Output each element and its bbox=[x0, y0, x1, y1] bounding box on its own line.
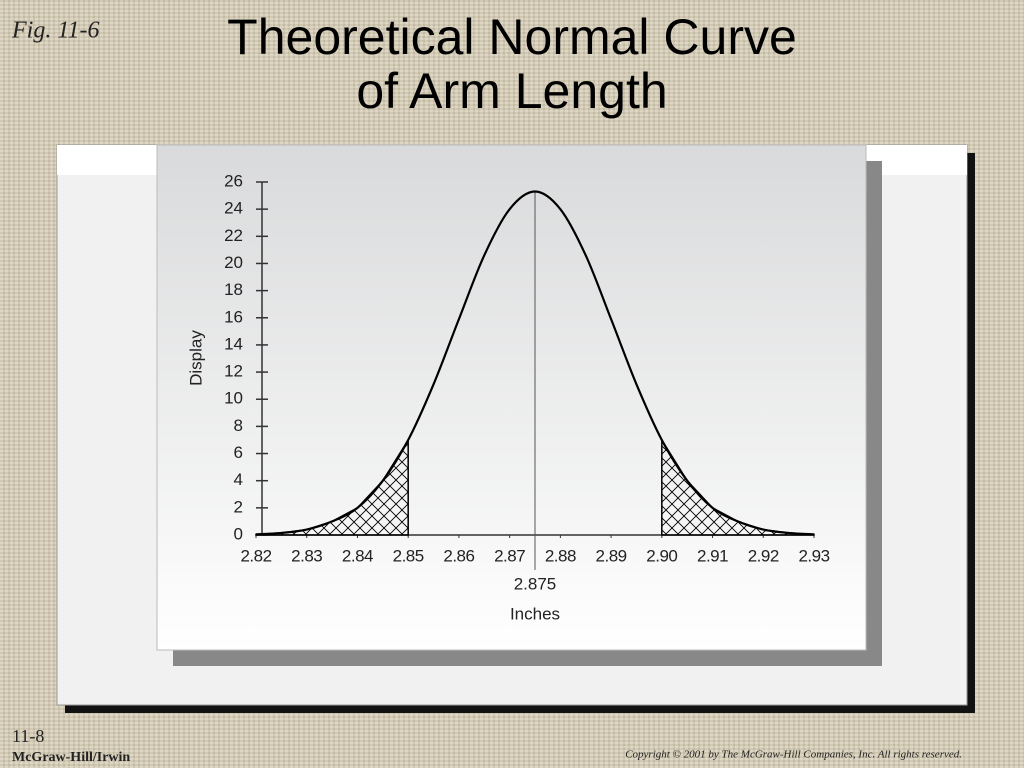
mean-label: 2.875 bbox=[514, 574, 557, 593]
y-tick-label: 22 bbox=[224, 226, 243, 245]
x-tick-label: 2.85 bbox=[393, 546, 424, 565]
y-tick-label: 6 bbox=[234, 443, 243, 462]
y-tick-label: 4 bbox=[234, 470, 243, 489]
x-tick-label: 2.91 bbox=[697, 546, 728, 565]
x-tick-label: 2.88 bbox=[545, 546, 576, 565]
y-tick-label: 24 bbox=[224, 199, 243, 218]
normal-curve bbox=[255, 190, 815, 536]
x-tick-label: 2.90 bbox=[646, 546, 677, 565]
publisher: McGraw-Hill/Irwin bbox=[12, 750, 130, 765]
y-tick-label: 18 bbox=[224, 280, 243, 299]
y-tick-label: 2 bbox=[234, 497, 243, 516]
x-tick-label: 2.84 bbox=[342, 546, 373, 565]
y-tick-label: 26 bbox=[224, 171, 243, 190]
y-tick-label: 0 bbox=[234, 524, 243, 543]
x-tick-label: 2.92 bbox=[748, 546, 779, 565]
x-tick-label: 2.93 bbox=[798, 546, 829, 565]
y-tick-label: 20 bbox=[224, 253, 243, 272]
y-tick-label: 12 bbox=[224, 362, 243, 381]
figure-label: Fig. 11-6 bbox=[11, 18, 100, 44]
y-tick-label: 16 bbox=[224, 307, 243, 326]
x-tick-label: 2.82 bbox=[240, 546, 271, 565]
y-axis-label: Display bbox=[186, 330, 205, 386]
y-tick-label: 14 bbox=[224, 334, 243, 353]
x-tick-label: 2.87 bbox=[494, 546, 525, 565]
slide-number: 11-8 bbox=[12, 726, 44, 746]
x-axis-label: Inches bbox=[510, 604, 560, 623]
x-tick-label: 2.89 bbox=[596, 546, 627, 565]
chart-panel bbox=[156, 144, 867, 651]
chart-title: Theoretical Normal Curve of Arm Length bbox=[227, 9, 797, 119]
y-tick-label: 8 bbox=[234, 416, 243, 435]
copyright: Copyright © 2001 by The McGraw-Hill Comp… bbox=[625, 749, 962, 761]
x-tick-label: 2.83 bbox=[291, 546, 322, 565]
y-tick-label: 10 bbox=[224, 389, 243, 408]
x-tick-label: 2.86 bbox=[443, 546, 474, 565]
